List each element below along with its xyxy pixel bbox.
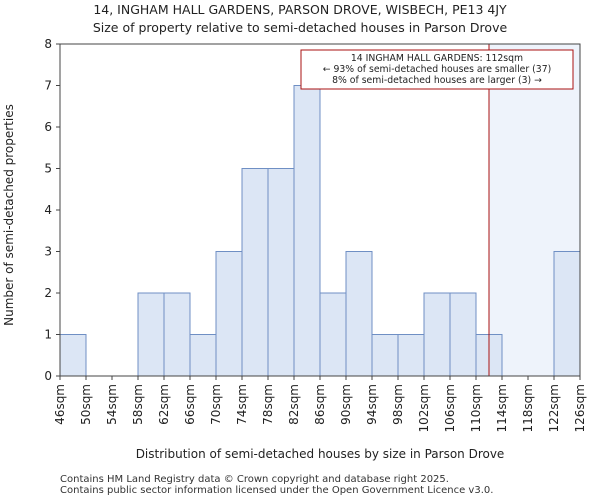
histogram-bar — [423, 292, 451, 377]
chart-subtitle: Size of property relative to semi-detach… — [92, 20, 508, 35]
histogram-bar — [553, 251, 581, 377]
annotation-box — [300, 49, 574, 90]
x-tick-label: 98sqm — [391, 384, 405, 425]
chart-title: 14, INGHAM HALL GARDENS, PARSON DROVE, W… — [93, 2, 507, 17]
histogram-chart: 46sqm 50sqm 54sqm 58sqm 62sqm 66sqm 70sqm 74sqm… — [2, 37, 587, 461]
histogram-bar — [189, 334, 217, 377]
histogram-bar — [137, 292, 165, 377]
footer-licence: Contains public sector information licen… — [60, 485, 494, 496]
x-tick-label: 106sqm — [443, 384, 457, 432]
x-tick-label: 66sqm — [183, 384, 197, 425]
annotation-line: 14 INGHAM HALL GARDENS: 112sqm — [351, 53, 523, 64]
x-tick-label: 86sqm — [313, 384, 327, 425]
histogram-bar — [371, 334, 399, 377]
histogram-bar — [397, 334, 425, 377]
histogram-bar — [293, 85, 321, 377]
x-tick-label: 90sqm — [339, 384, 353, 425]
y-tick-label: 4 — [44, 203, 52, 217]
annotation-line: 8% of semi-detached houses are larger (3… — [332, 75, 542, 86]
histogram-bar — [241, 168, 269, 377]
x-tick-label: 110sqm — [469, 384, 483, 432]
histogram-bar — [267, 168, 295, 377]
histogram-bar — [449, 292, 477, 377]
y-tick-label: 3 — [44, 245, 52, 259]
x-tick-label: 74sqm — [235, 384, 249, 425]
x-tick-label: 62sqm — [157, 384, 171, 425]
y-tick-label: 7 — [44, 79, 52, 93]
y-tick-label: 0 — [44, 369, 52, 383]
x-tick-label: 78sqm — [261, 384, 275, 425]
x-tick-label: 94sqm — [365, 384, 379, 425]
y-tick-label: 5 — [44, 162, 52, 176]
y-tick-label: 6 — [44, 120, 52, 134]
x-tick-label: 58sqm — [131, 384, 145, 425]
x-tick-label: 82sqm — [287, 384, 301, 425]
x-tick-label: 126sqm — [573, 384, 587, 432]
y-tick-label: 2 — [44, 286, 52, 300]
x-tick-label: 102sqm — [417, 384, 431, 432]
x-tick-label: 54sqm — [105, 384, 119, 425]
x-tick-label: 50sqm — [79, 384, 93, 425]
y-tick-label: 8 — [44, 37, 52, 51]
x-tick-label: 122sqm — [547, 384, 561, 432]
histogram-bar — [215, 251, 243, 377]
histogram-bar — [319, 292, 347, 377]
x-tick-label: 118sqm — [521, 384, 535, 432]
footer-copyright: Contains HM Land Registry data © Crown c… — [60, 474, 449, 485]
y-tick-label: 1 — [44, 328, 52, 342]
x-tick-label: 70sqm — [209, 384, 223, 425]
x-tick-label: 46sqm — [53, 384, 67, 425]
histogram-bar — [59, 334, 87, 377]
annotation-line: ← 93% of semi-detached houses are smalle… — [323, 64, 552, 75]
x-axis-label: Distribution of semi-detached houses by … — [136, 447, 505, 461]
x-tick-label: 114sqm — [495, 384, 509, 432]
histogram-bar — [345, 251, 373, 377]
y-axis-label: Number of semi-detached properties — [2, 104, 16, 326]
histogram-bar — [163, 292, 191, 377]
